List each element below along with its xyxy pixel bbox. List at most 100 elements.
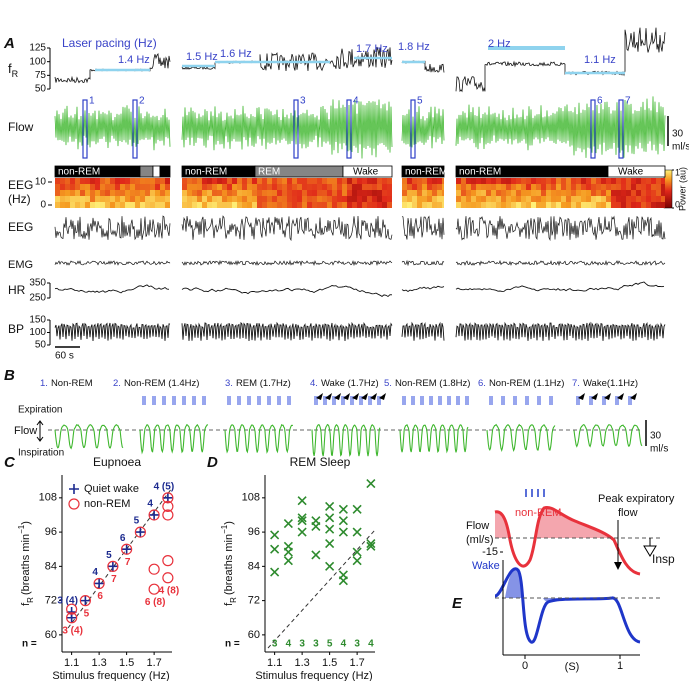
arrowhead [334,393,341,400]
spectrogram-cell [556,178,561,184]
spectrogram-cell [302,190,307,196]
spectrogram-cell [272,184,277,190]
spectrogram-cell [456,184,461,190]
spectrogram-cell [242,202,247,208]
pace-pulse [172,396,176,405]
spectrogram-cell [422,184,427,190]
spectrogram-cell [150,196,155,202]
spectrogram-cell [616,202,621,208]
scale-label: ml/s [650,444,668,455]
spectrogram-cell [442,196,444,202]
pace-tick [543,489,545,497]
x-tick-label: 1.1 [267,657,282,669]
spectrogram-cell [327,178,332,184]
spectrogram-cell [536,184,541,190]
spectrogram-cell [135,202,140,208]
y-tick-label: 60 [45,629,57,641]
spectrogram-cell [656,202,661,208]
spectrogram-cell [432,184,437,190]
spectrogram-cell [656,184,661,190]
spectrogram-cell [222,184,227,190]
spectrogram-cell [377,178,382,184]
n-label: 4 [147,499,153,510]
epoch-title: 3. REM (1.7Hz) [225,378,291,389]
spectrogram-cell [242,178,247,184]
spectrogram-cell [521,202,526,208]
spectrogram-cell [312,184,317,190]
spectrogram-cell [207,190,212,196]
panel-label: D [207,454,218,471]
spectrogram-cell [257,184,262,190]
spectrogram-cell [237,178,242,184]
row-label: EEG [8,178,33,192]
time-scale-label: 60 s [55,351,74,362]
pace-pulse [615,396,619,405]
axis-label: Expiration [18,405,62,416]
spectrogram-cell [70,196,75,202]
spectrogram-cell [292,190,297,196]
spectrogram-cell [352,190,357,196]
spectrogram-cell [227,202,232,208]
spectrogram-cell [466,196,471,202]
point [297,516,307,526]
state-bar [401,165,445,178]
spectrogram-cell [322,178,327,184]
spectrogram-cell [65,196,70,202]
legend-label: non-REM [84,498,130,510]
spectrogram-cell [75,178,80,184]
spectrogram-cell [621,190,626,196]
n-label: 6 [120,533,126,544]
spectrogram-cell [75,196,80,202]
spectrogram-cell [651,184,656,190]
series-label: non-REM [515,507,561,519]
n-value: 3 [313,639,319,650]
spectrogram-cell [100,190,105,196]
spectrogram-cell [317,196,322,202]
spectrogram-cell [476,196,481,202]
spectrogram-cell [155,190,160,196]
spectrogram-cell [611,196,616,202]
point [93,577,105,590]
spectrogram-cell [307,190,312,196]
spectrogram-cell [55,184,60,190]
spectrogram-cell [656,178,661,184]
spectrogram-cell [372,184,377,190]
spectrogram-cell [651,202,656,208]
epoch-number: 5. [384,378,392,389]
spectrogram-cell [471,178,476,184]
spectrogram-cell [362,178,367,184]
spectrogram-cell [516,184,521,190]
pace-pulse [162,396,166,405]
pace-pulse [359,396,363,405]
spectrogram-cell [307,178,312,184]
series-label: Wake [472,560,500,572]
spectrogram-cell [227,196,232,202]
spectrogram-cell [182,190,187,196]
trace [455,259,666,267]
spectrogram-cell [105,184,110,190]
spectrogram-cell [407,178,412,184]
spectrogram-cell [631,202,636,208]
spectrogram-cell [332,196,337,202]
spectrogram-cell [120,202,125,208]
arrowhead [316,393,323,400]
spectrogram-cell [287,184,292,190]
ylabel-part: ) [223,521,235,525]
spectrogram-cell [165,178,170,184]
n-value: 3 [299,639,305,650]
pace-pulse [368,396,372,405]
spectrogram-cell [85,190,90,196]
pace-pulse [341,396,345,405]
spectrogram-cell [427,202,432,208]
bp-trace [455,321,666,341]
y-tick-label: 108 [242,492,260,504]
ylabel-part: (breaths min [223,534,235,595]
pace-pulse [438,396,442,405]
arrowhead [325,393,332,400]
epoch-marker [410,99,416,159]
spectrogram-cell [496,184,501,190]
spectrogram-cell [65,202,70,208]
panel-label: E [452,595,463,612]
spectrogram-cell [212,202,217,208]
